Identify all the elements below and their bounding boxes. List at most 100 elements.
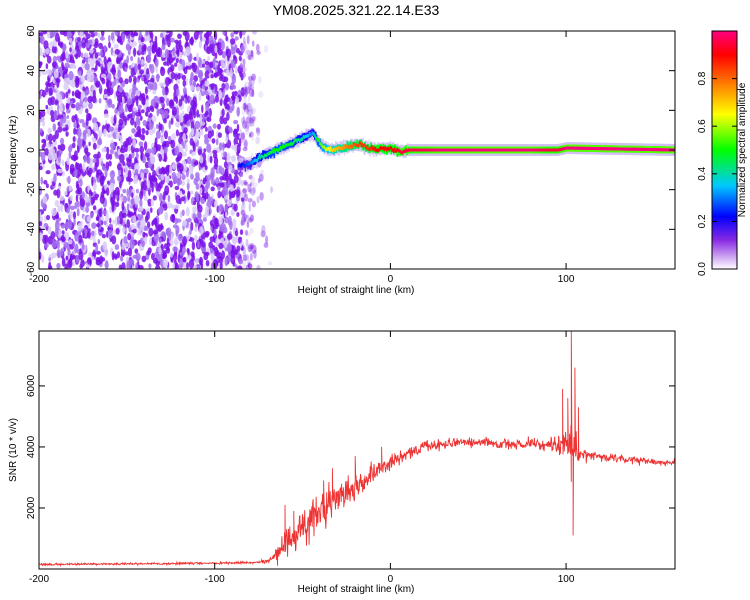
noise-dot: [205, 31, 210, 41]
noise-dot: [68, 70, 74, 81]
track-core: [596, 147, 599, 151]
colorbar-tick-label: 0.0: [697, 262, 708, 276]
noise-dot: [164, 249, 167, 256]
noise-dot: [185, 207, 190, 217]
noise-dot: [126, 55, 129, 64]
track-core: [624, 147, 626, 151]
noise-dot: [249, 253, 253, 261]
track-core: [639, 147, 641, 151]
track-core: [572, 146, 574, 150]
noise-dot: [167, 194, 171, 203]
noise-dot: [59, 195, 65, 202]
noise-dot: [104, 63, 108, 72]
noise-dot: [56, 188, 61, 199]
noise-dot: [167, 135, 172, 142]
noise-dot: [92, 205, 97, 211]
noise-dot: [208, 66, 212, 74]
track-band: [250, 160, 253, 168]
track-core: [588, 146, 591, 150]
track-core: [561, 147, 564, 151]
x-tick-label: 100: [558, 274, 575, 285]
noise-dot: [153, 233, 159, 243]
noise-dot: [63, 77, 69, 84]
noise-dot: [74, 246, 77, 254]
track-core: [311, 131, 313, 135]
noise-dot: [187, 217, 192, 223]
noise-dot: [170, 232, 174, 241]
track-core: [429, 148, 432, 152]
x-tick-label: -200: [29, 274, 49, 285]
noise-dot: [57, 205, 61, 213]
track-core: [489, 148, 492, 152]
noise-dot: [106, 187, 110, 196]
noise-dot: [235, 264, 238, 269]
noise-dot: [76, 200, 80, 208]
noise-dot: [85, 108, 89, 114]
noise-dot: [251, 76, 255, 85]
track-core: [300, 137, 303, 141]
noise-dot: [87, 96, 93, 103]
noise-dot: [196, 109, 200, 118]
noise-dot: [211, 138, 216, 144]
track-core: [567, 146, 570, 150]
noise-dot: [158, 247, 162, 255]
track-core: [275, 148, 277, 152]
noise-dot: [61, 236, 66, 243]
noise-dot: [241, 245, 244, 251]
track-core: [430, 148, 433, 152]
noise-dot: [98, 98, 102, 104]
track-band: [256, 154, 258, 162]
track-core: [661, 148, 664, 152]
noise-dot: [201, 114, 205, 123]
noise-dot: [245, 124, 250, 132]
noise-dot: [81, 243, 85, 251]
track-core: [563, 147, 565, 151]
noise-dot: [92, 236, 96, 245]
noise-dot: [75, 194, 79, 203]
track-core: [465, 148, 467, 152]
noise-dot: [170, 117, 174, 125]
noise-dot: [195, 86, 201, 92]
track-band: [249, 162, 252, 170]
noise-dot: [108, 87, 114, 96]
noise-dot: [110, 115, 115, 125]
noise-dot: [45, 170, 51, 175]
noise-dot: [114, 48, 120, 55]
noise-dot: [72, 242, 76, 247]
noise-dot: [180, 196, 186, 202]
track-band: [391, 144, 393, 152]
noise-dot: [250, 176, 256, 184]
noise-dot: [135, 116, 140, 126]
track-core: [371, 147, 374, 151]
noise-dot: [50, 109, 55, 117]
track-core: [276, 148, 278, 152]
noise-dot: [88, 252, 93, 257]
noise-dot: [91, 256, 95, 261]
track-core: [243, 164, 246, 168]
noise-dot: [119, 134, 123, 144]
noise-dot: [217, 48, 223, 56]
track-core: [392, 148, 394, 152]
noise-dot: [215, 94, 219, 103]
noise-region: [39, 31, 273, 269]
noise-dot: [67, 89, 71, 94]
track-band: [241, 162, 244, 170]
track-core: [303, 135, 305, 139]
noise-dot: [249, 227, 254, 235]
noise-dot: [162, 31, 167, 36]
x-tick-label: 0: [388, 574, 394, 585]
track-core: [498, 148, 500, 152]
noise-dot: [164, 48, 169, 59]
noise-dot: [119, 181, 122, 189]
noise-dot: [141, 76, 145, 82]
track-core: [568, 146, 571, 150]
noise-dot: [146, 211, 150, 221]
noise-dot: [218, 242, 224, 249]
noise-dot: [192, 142, 196, 152]
noise-dot: [78, 70, 82, 75]
noise-dot: [121, 241, 126, 251]
noise-dot: [249, 213, 254, 218]
noise-dot: [63, 31, 68, 37]
